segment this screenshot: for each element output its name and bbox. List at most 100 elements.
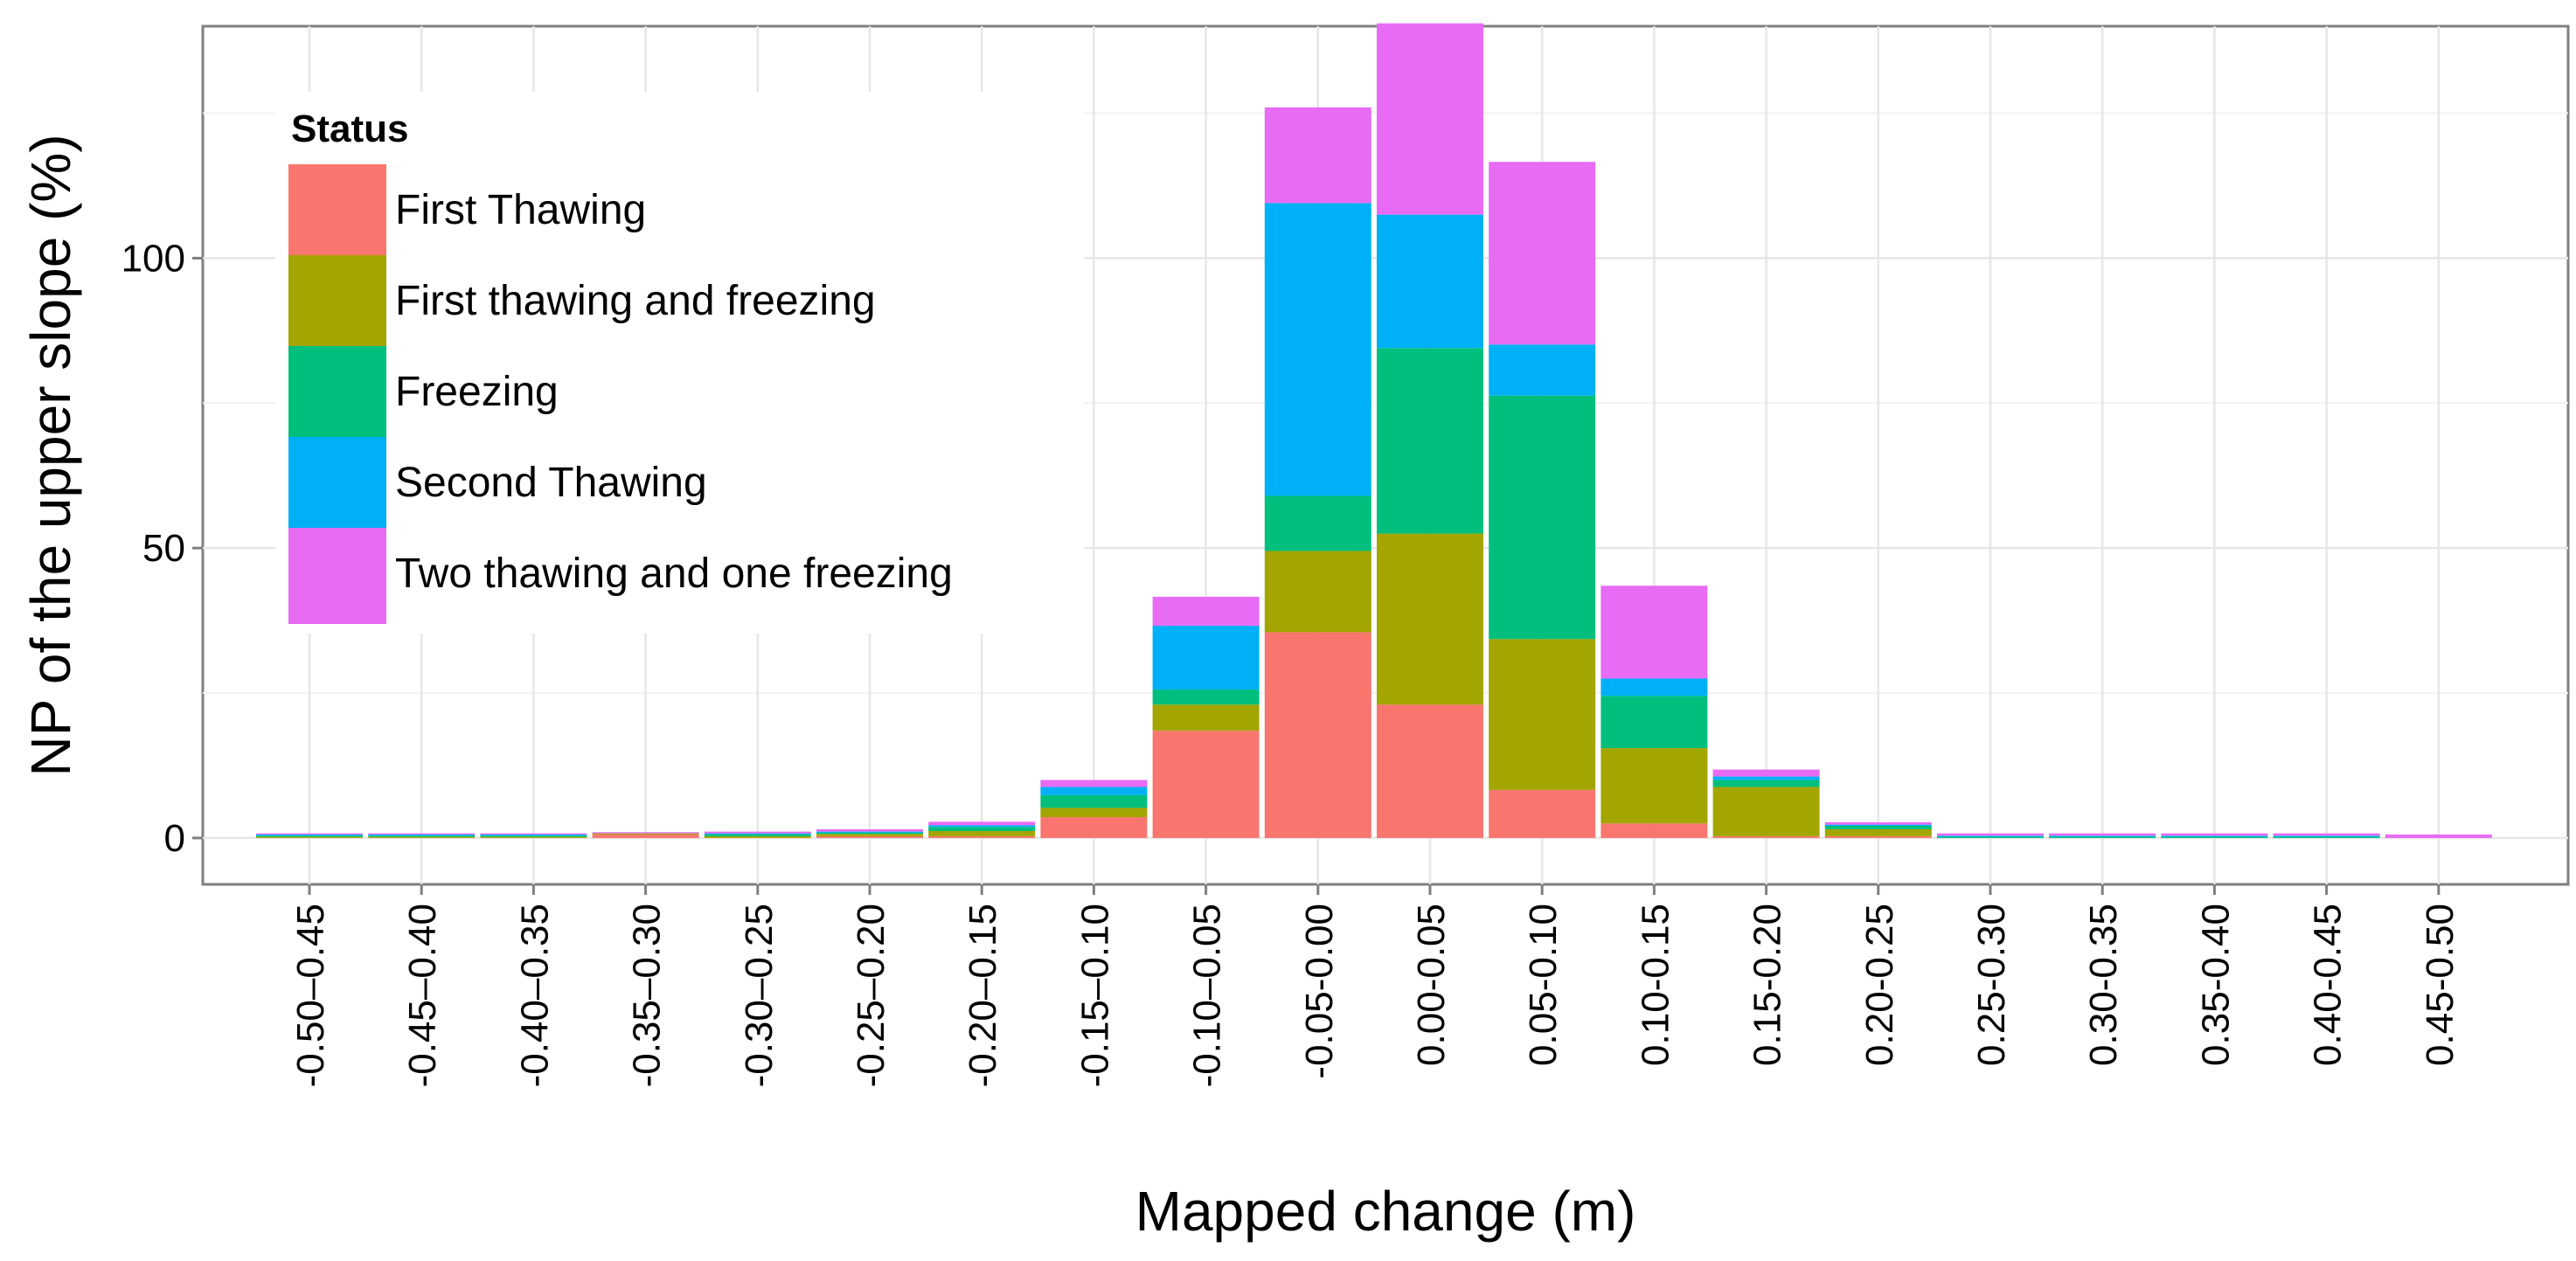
x-tick-label: -0.45–0.40 <box>401 904 444 1087</box>
bar-segment <box>1264 632 1371 838</box>
bar-segment <box>816 831 923 833</box>
x-tick-label: 0.40-0.45 <box>2307 904 2350 1066</box>
bar-segment <box>928 825 1036 828</box>
bar-segment <box>1937 836 2044 838</box>
bar-segment <box>1937 835 2044 837</box>
bar-segment <box>816 834 923 836</box>
bar-segment <box>256 833 363 835</box>
y-tick-label: 0 <box>164 817 185 860</box>
bar-segment <box>1937 833 2044 836</box>
bar-segment <box>1152 689 1260 705</box>
x-tick-label: 0.25-0.30 <box>1970 904 2013 1066</box>
bar-segment <box>816 835 923 838</box>
bar-segment <box>256 836 363 838</box>
legend: Status First Thawing First thawing and fr… <box>275 92 1084 634</box>
bar-segment <box>816 828 923 832</box>
legend-label: Freezing <box>395 369 559 415</box>
legend-swatch <box>288 346 386 437</box>
y-axis: 0 50 100 <box>122 237 203 860</box>
bar-segment <box>1040 786 1148 795</box>
legend-label: First thawing and freezing <box>395 278 876 324</box>
legend-items: First Thawing First thawing and freezing F… <box>288 164 953 624</box>
bar-segment <box>2049 835 2156 837</box>
bar-segment <box>1264 107 1371 204</box>
bar-segment <box>1152 626 1260 690</box>
x-tick-label: -0.25–0.20 <box>850 904 892 1087</box>
bar-segment <box>1152 704 1260 731</box>
bar-segment <box>2161 835 2268 837</box>
legend-label: Two thawing and one freezing <box>395 551 953 597</box>
bar-segment <box>1040 779 1148 787</box>
bar-segment <box>1712 786 1820 836</box>
x-tick-label: -0.35–0.30 <box>626 904 669 1087</box>
bar-segment <box>1377 533 1483 705</box>
bar-segment <box>1489 344 1596 396</box>
bar-segment <box>480 833 587 835</box>
x-tick-label: -0.30–0.25 <box>738 904 781 1087</box>
bar-segment <box>592 832 699 834</box>
bar-segment <box>1712 835 1820 838</box>
legend-swatch <box>288 164 386 255</box>
bar-segment <box>1600 678 1708 696</box>
bar-segment <box>704 833 811 835</box>
bar-segment <box>2161 836 2268 838</box>
bar-segment <box>480 836 587 838</box>
x-tick-label: -0.50–0.45 <box>289 904 332 1087</box>
bar-segment <box>1600 748 1708 824</box>
bar-segment <box>1489 639 1596 790</box>
bar-segment <box>1377 23 1483 215</box>
bar-segment <box>1712 779 1820 787</box>
bar-segment <box>1600 823 1708 838</box>
y-axis-title: NP of the upper slope (%) <box>19 134 82 776</box>
bar-segment <box>2161 833 2268 836</box>
legend-label: Second Thawing <box>395 460 707 506</box>
bar-segment <box>1712 776 1820 780</box>
x-tick-label: 0.05-0.10 <box>1522 904 1565 1066</box>
x-tick-label: 0.10-0.15 <box>1634 904 1677 1066</box>
bar-segment <box>1600 696 1708 749</box>
bar-segment <box>1152 596 1260 627</box>
x-tick-label: 0.35-0.40 <box>2194 904 2237 1066</box>
x-tick-label: 0.15-0.20 <box>1746 904 1789 1066</box>
bar-segment <box>256 835 363 837</box>
x-tick-label: -0.40–0.35 <box>513 904 556 1087</box>
bar-segment <box>1489 789 1596 838</box>
bar-segment <box>704 831 811 834</box>
x-tick-label: 0.30-0.35 <box>2082 904 2125 1066</box>
y-tick-label: 100 <box>122 237 185 280</box>
bar-segment <box>704 834 811 836</box>
legend-swatch <box>288 528 386 624</box>
bar-segment <box>1264 203 1371 496</box>
bar-segment <box>368 836 476 838</box>
bar-segment <box>1264 495 1371 551</box>
bar-segment <box>928 827 1036 831</box>
x-tick-label: -0.15–0.10 <box>1073 904 1116 1087</box>
bar-segment <box>1600 585 1708 679</box>
y-tick-label: 50 <box>142 527 185 570</box>
bar-segment <box>1040 807 1148 818</box>
bar-segment <box>368 835 476 837</box>
bar-segment <box>368 833 476 835</box>
bar-segment <box>2273 836 2380 838</box>
bar-segment <box>1824 828 1932 836</box>
bar-segment <box>2049 833 2156 836</box>
x-tick-label: 0.45-0.50 <box>2419 904 2461 1066</box>
bar-segment <box>592 834 699 838</box>
bar-segment <box>1264 551 1371 633</box>
bar-segment <box>2273 835 2380 837</box>
bar-segment <box>2049 836 2156 838</box>
x-axis: -0.50–0.45 -0.45–0.40 -0.40–0.35 -0.35–0.30… <box>289 884 2461 1087</box>
x-tick-label: -0.10–0.05 <box>1186 904 1229 1087</box>
bar-segment <box>592 833 699 835</box>
bar-segment <box>1489 395 1596 640</box>
legend-title: Status <box>291 107 408 150</box>
bar-segment <box>704 835 811 838</box>
x-tick-label: 0.20-0.25 <box>1858 904 1901 1066</box>
x-tick-label: -0.05-0.00 <box>1298 904 1341 1079</box>
bar-segment <box>1712 769 1820 777</box>
bar-segment <box>816 832 923 835</box>
bar-segment <box>1489 162 1596 345</box>
bar-segment <box>928 821 1036 826</box>
bar-segment <box>1824 825 1932 829</box>
